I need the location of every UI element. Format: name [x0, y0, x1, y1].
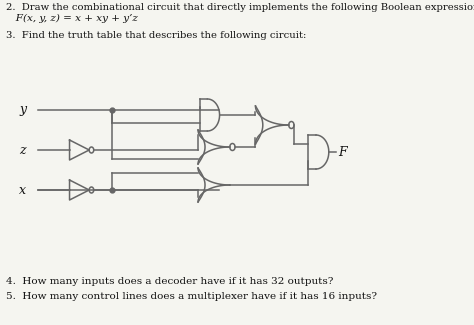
Text: 2.  Draw the combinational circuit that directly implements the following Boolea: 2. Draw the combinational circuit that d… [6, 3, 474, 12]
Text: 5.  How many control lines does a multiplexer have if it has 16 inputs?: 5. How many control lines does a multipl… [6, 292, 377, 301]
Text: 3.  Find the truth table that describes the following circuit:: 3. Find the truth table that describes t… [6, 31, 306, 40]
Text: x: x [19, 184, 26, 197]
Text: y: y [19, 103, 26, 116]
Text: z: z [19, 144, 26, 157]
Text: F: F [338, 146, 347, 159]
Text: 4.  How many inputs does a decoder have if it has 32 outputs?: 4. How many inputs does a decoder have i… [6, 277, 333, 286]
Text: F(x, y, z) = x + xy + y’z: F(x, y, z) = x + xy + y’z [6, 14, 138, 23]
